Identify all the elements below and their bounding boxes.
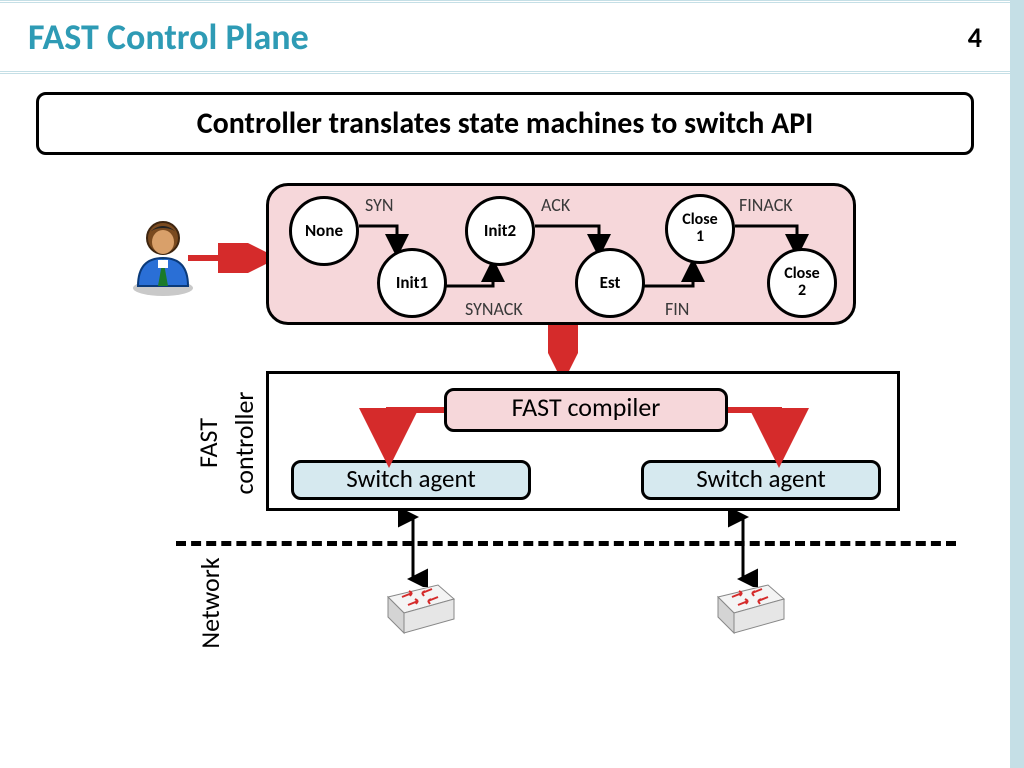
slide-header: FAST Control Plane 4 <box>0 0 1010 74</box>
slide-title: FAST Control Plane <box>28 15 309 59</box>
fast-compiler-box: FAST compiler <box>444 388 728 432</box>
banner-text: Controller translates state machines to … <box>36 92 974 155</box>
sm-node-close1: Close 1 <box>665 194 735 264</box>
sm-node-est: Est <box>575 248 645 318</box>
controller-box: FAST compiler Switch agent Switch agent <box>266 371 900 511</box>
slide: FAST Control Plane 4 Controller translat… <box>0 0 1024 768</box>
dashed-divider <box>176 541 956 546</box>
switch-device-icon <box>708 581 788 641</box>
diagram-stage: None Init1 Init2 Est Close 1 Close 2 SYN… <box>28 183 988 743</box>
arrow-agent2-switch2 <box>728 509 758 587</box>
sm-node-close2: Close 2 <box>767 248 837 318</box>
sm-node-none: None <box>289 196 359 266</box>
state-machine-box: None Init1 Init2 Est Close 1 Close 2 SYN… <box>266 183 856 325</box>
slide-number: 4 <box>968 20 982 55</box>
side-label-controller: controller <box>228 373 260 513</box>
slide-body: Controller translates state machines to … <box>0 74 1010 761</box>
sm-edge-fin: FIN <box>665 298 689 320</box>
switch-device-icon <box>378 581 458 641</box>
sm-node-init2: Init2 <box>465 196 535 266</box>
sm-edge-synack: SYNACK <box>465 298 523 320</box>
switch-agent-1: Switch agent <box>291 460 531 500</box>
sm-node-init1: Init1 <box>377 248 447 318</box>
arrow-user-to-sm <box>188 243 278 273</box>
switch-agent-2: Switch agent <box>641 460 881 500</box>
arrow-agent1-switch1 <box>398 509 428 587</box>
side-label-fast: FAST <box>194 373 223 513</box>
sm-edge-finack: FINACK <box>739 194 793 216</box>
sm-edge-syn: SYN <box>365 194 394 216</box>
sm-edge-ack: ACK <box>541 194 570 216</box>
side-label-network: Network <box>194 543 226 663</box>
